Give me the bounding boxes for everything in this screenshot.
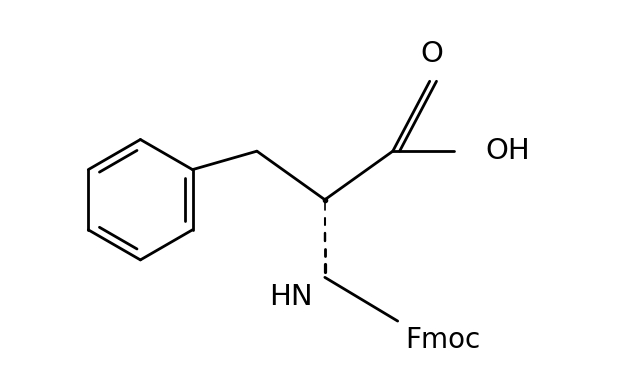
- Text: O: O: [420, 40, 443, 68]
- Text: Fmoc: Fmoc: [405, 326, 481, 354]
- Text: HN: HN: [269, 283, 313, 311]
- Text: OH: OH: [485, 137, 530, 165]
